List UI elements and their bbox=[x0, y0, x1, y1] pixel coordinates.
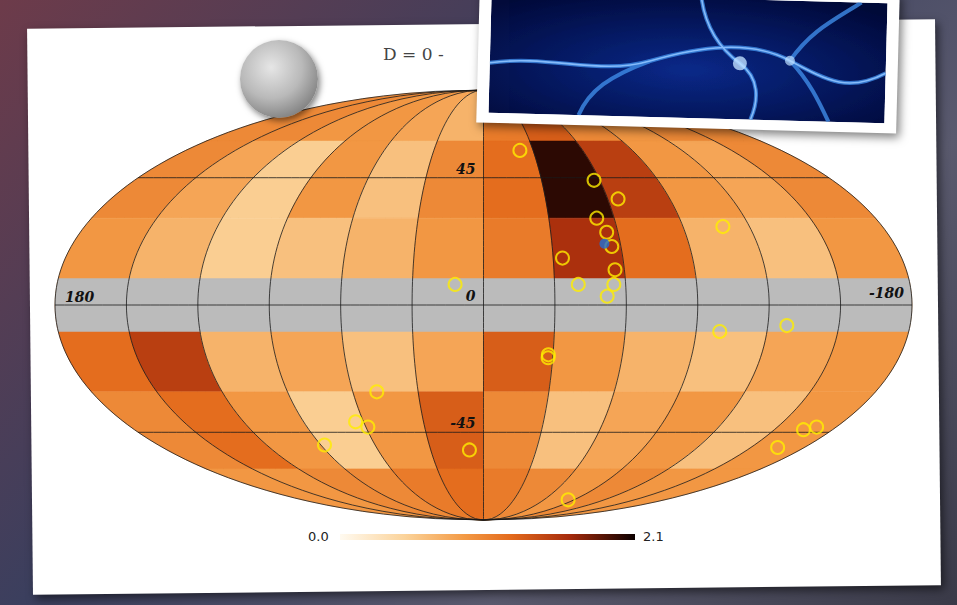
svg-text:45: 45 bbox=[456, 161, 475, 177]
svg-text:180: 180 bbox=[65, 289, 94, 305]
svg-text:D = 0 -: D = 0 - bbox=[383, 44, 444, 64]
svg-text:0: 0 bbox=[466, 288, 476, 304]
svg-text:-45: -45 bbox=[450, 415, 475, 431]
svg-text:2.1: 2.1 bbox=[643, 529, 664, 544]
svg-text:0.0: 0.0 bbox=[308, 529, 329, 544]
svg-text:-180: -180 bbox=[869, 285, 904, 301]
